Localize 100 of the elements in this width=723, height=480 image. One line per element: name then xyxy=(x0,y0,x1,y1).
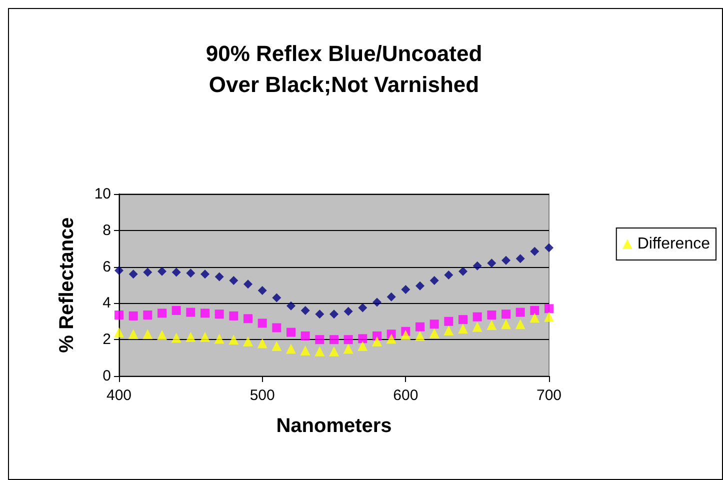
point xyxy=(158,266,166,276)
point xyxy=(458,315,468,324)
point xyxy=(186,308,196,317)
point xyxy=(386,292,396,302)
point xyxy=(172,268,181,277)
point xyxy=(243,336,253,346)
x-tick-label: 400 xyxy=(106,387,132,404)
point xyxy=(114,327,124,338)
y-tick-label: 2 xyxy=(102,331,111,348)
x-tick-label: 600 xyxy=(393,387,418,404)
point xyxy=(158,308,166,318)
point xyxy=(544,312,554,322)
point xyxy=(502,256,510,265)
point xyxy=(214,272,224,282)
point xyxy=(344,335,353,344)
chart-title: 90% Reflex Blue/Uncoated Over Black;Not Varnished xyxy=(206,41,482,97)
point xyxy=(229,311,238,320)
point xyxy=(143,310,152,320)
point xyxy=(128,329,138,340)
point xyxy=(200,308,210,318)
point xyxy=(358,334,368,344)
point xyxy=(157,330,167,340)
point xyxy=(172,306,181,315)
point xyxy=(142,329,153,340)
point xyxy=(214,310,224,319)
point xyxy=(472,322,482,332)
point xyxy=(486,320,497,330)
point xyxy=(272,323,282,332)
point xyxy=(128,270,138,279)
point xyxy=(344,306,353,316)
y-tick-label: 10 xyxy=(94,186,111,202)
point xyxy=(314,346,325,356)
point xyxy=(516,254,525,264)
point xyxy=(400,330,411,340)
point xyxy=(544,304,554,314)
point xyxy=(530,306,540,315)
x-tick-label: 700 xyxy=(536,387,562,404)
point xyxy=(502,310,510,319)
legend-label: Difference xyxy=(637,236,710,252)
point xyxy=(330,310,338,319)
x-tick-label: 500 xyxy=(250,387,275,404)
point xyxy=(329,346,339,356)
point xyxy=(444,270,454,280)
point xyxy=(300,331,310,340)
y-tick-label: 8 xyxy=(102,222,111,239)
point xyxy=(143,268,152,277)
point xyxy=(315,310,324,319)
point xyxy=(258,286,267,295)
point xyxy=(516,308,525,317)
point xyxy=(128,311,138,320)
y-tick-label: 4 xyxy=(102,294,111,312)
point xyxy=(487,310,496,320)
point xyxy=(200,270,210,279)
point xyxy=(416,322,424,332)
y-axis-title: % Reflectance xyxy=(56,217,78,353)
point xyxy=(386,334,396,344)
point xyxy=(372,331,382,340)
point xyxy=(401,285,410,294)
point xyxy=(487,258,496,268)
point xyxy=(244,280,252,289)
point xyxy=(515,319,526,330)
point xyxy=(343,344,354,354)
point xyxy=(300,346,310,356)
point xyxy=(501,319,511,330)
point xyxy=(257,338,268,348)
point xyxy=(244,314,252,324)
point xyxy=(472,261,482,270)
point xyxy=(372,298,382,307)
point xyxy=(444,316,454,326)
point xyxy=(358,303,368,312)
point xyxy=(286,328,296,337)
point xyxy=(544,243,554,252)
point xyxy=(200,332,210,342)
point xyxy=(530,246,540,256)
point xyxy=(472,312,482,322)
point xyxy=(300,306,310,315)
point xyxy=(430,320,439,329)
point xyxy=(358,340,368,351)
point xyxy=(315,335,324,344)
point xyxy=(430,276,439,285)
point xyxy=(114,310,124,320)
point xyxy=(444,326,454,336)
point xyxy=(214,334,224,344)
point xyxy=(415,330,425,341)
point xyxy=(416,281,424,290)
y-tick-label: 6 xyxy=(102,258,111,276)
point xyxy=(229,276,238,285)
point xyxy=(286,301,296,310)
point xyxy=(186,268,196,278)
point xyxy=(258,318,267,328)
point xyxy=(272,293,282,302)
point xyxy=(171,332,182,343)
point xyxy=(286,344,296,354)
point xyxy=(228,334,239,345)
point xyxy=(372,336,382,346)
point xyxy=(272,340,282,351)
point xyxy=(458,324,468,334)
y-tick-label: 0 xyxy=(102,368,111,384)
point xyxy=(330,335,338,344)
x-axis-title: Nanometers xyxy=(276,415,392,437)
